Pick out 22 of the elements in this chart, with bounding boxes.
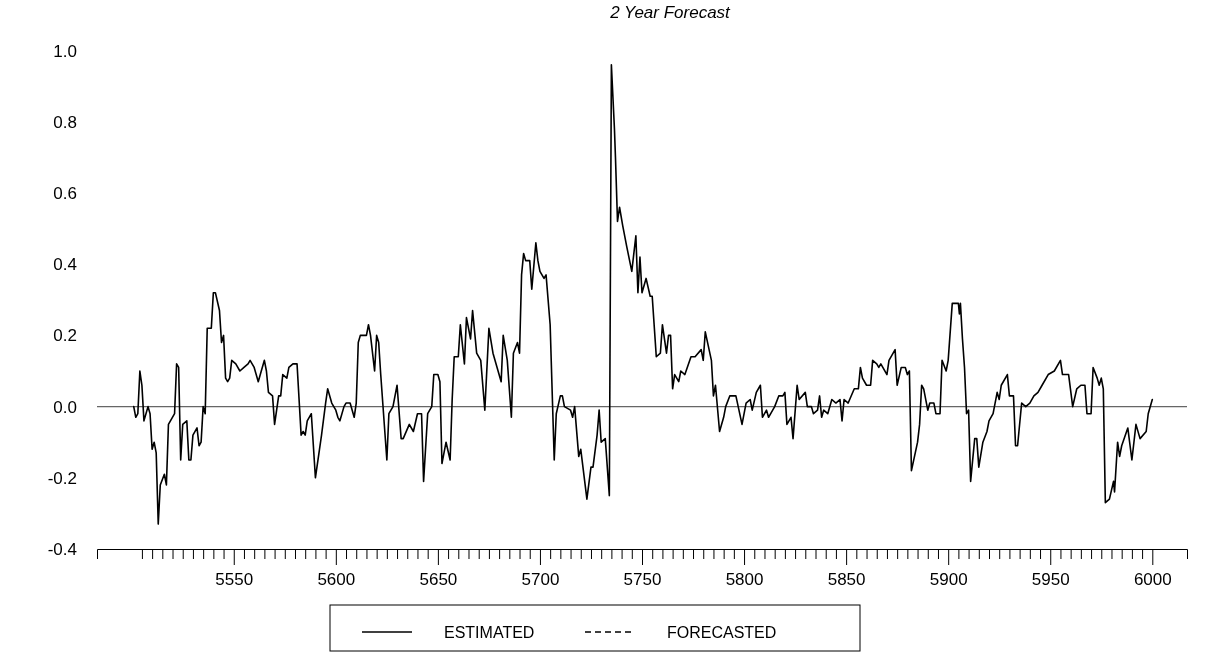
x-tick-label: 5750 [623, 570, 662, 590]
x-tick-label: 5800 [725, 570, 764, 590]
y-tick-label: 0.0 [53, 397, 77, 417]
line-series [132, 64, 1154, 525]
y-tick-label: 1.0 [53, 41, 77, 61]
x-tick-label: 5650 [419, 570, 458, 590]
x-tick-label: 5600 [317, 570, 356, 590]
x-tick-label: 5950 [1031, 570, 1070, 590]
y-tick-label: 0.4 [53, 255, 77, 275]
y-tick-label: 0.8 [53, 112, 77, 132]
x-tick-label: 5700 [521, 570, 560, 590]
legend-label: FORECASTED [667, 624, 777, 641]
x-tick-label: 5850 [827, 570, 866, 590]
y-tick-label: -0.4 [47, 539, 77, 559]
y-tick-label: 0.2 [53, 326, 77, 346]
x-tick-label: 5550 [215, 570, 254, 590]
x-tick-label: 6000 [1133, 570, 1172, 590]
y-tick-label: -0.2 [47, 468, 77, 488]
y-tick-label: 0.6 [53, 183, 77, 203]
legend-label: ESTIMATED [444, 624, 535, 641]
x-tick-label: 5900 [929, 570, 968, 590]
chart-title: 2 Year Forecast [609, 3, 732, 22]
